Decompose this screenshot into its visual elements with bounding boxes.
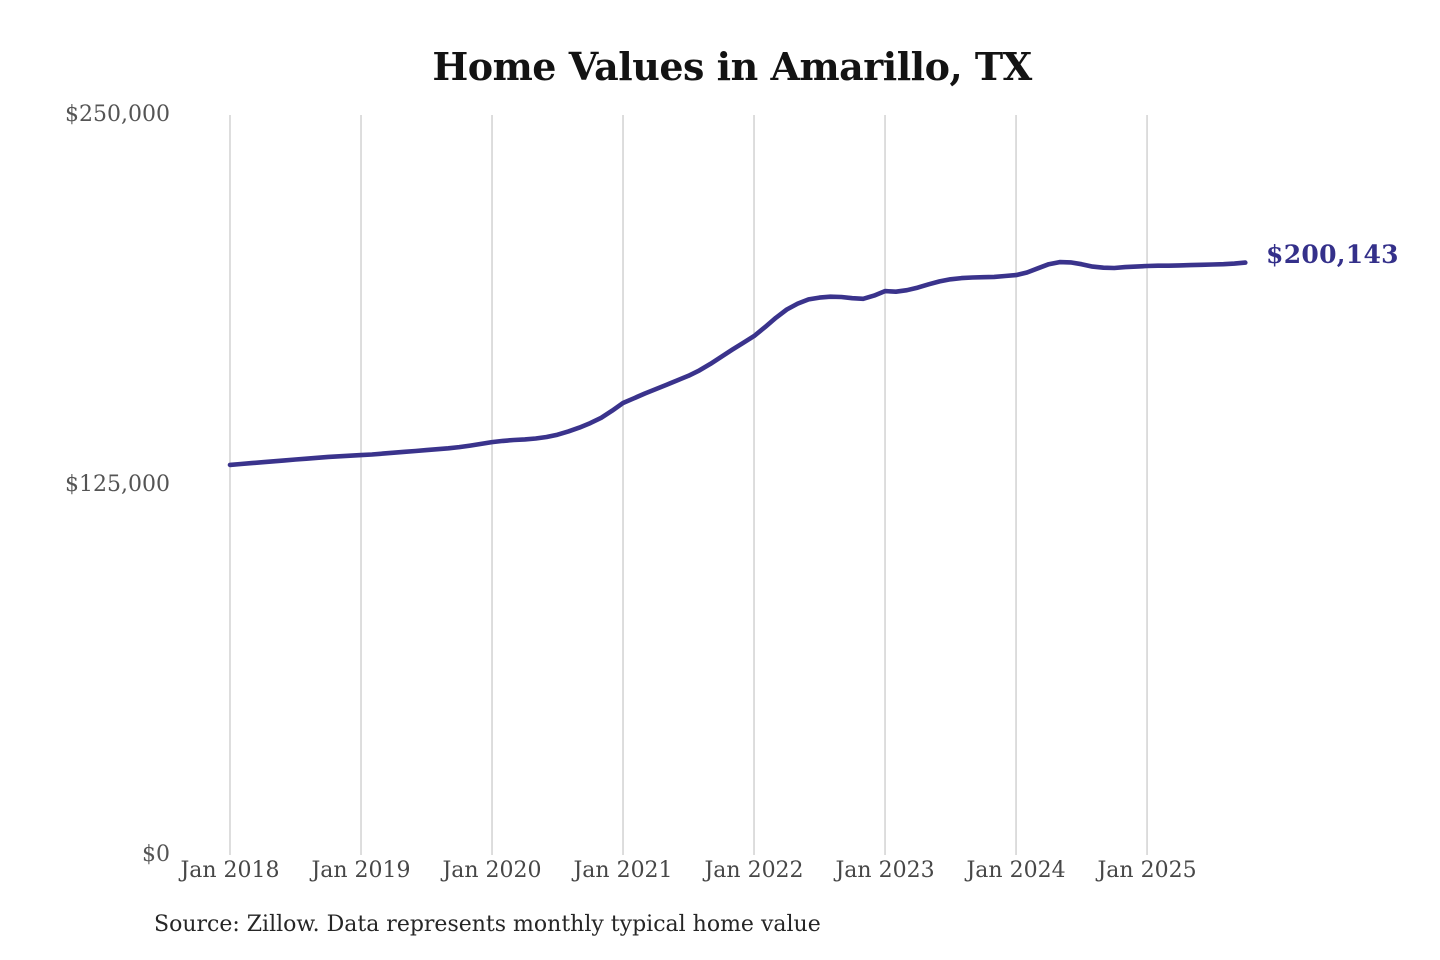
chart-title: Home Values in Amarillo, TX	[432, 44, 1032, 89]
x-axis-tick-label: Jan 2021	[573, 858, 673, 883]
x-axis-tick-label: Jan 2024	[966, 858, 1066, 883]
x-axis-tick-label: Jan 2020	[442, 858, 542, 883]
source-note: Source: Zillow. Data represents monthly …	[154, 912, 821, 937]
latest-value-label: $200,143	[1266, 240, 1399, 269]
x-axis-tick-label: Jan 2018	[180, 858, 280, 883]
x-axis-tick-label: Jan 2022	[704, 858, 804, 883]
x-axis-tick-label: Jan 2023	[835, 858, 935, 883]
home-value-line	[227, 259, 1248, 468]
y-axis-tick-label: $0	[142, 842, 170, 867]
y-axis-tick-label: $125,000	[65, 472, 170, 497]
x-axis-tick-label: Jan 2025	[1097, 858, 1197, 883]
y-axis-tick-label: $250,000	[65, 102, 170, 127]
x-axis-tick-label: Jan 2019	[311, 858, 411, 883]
